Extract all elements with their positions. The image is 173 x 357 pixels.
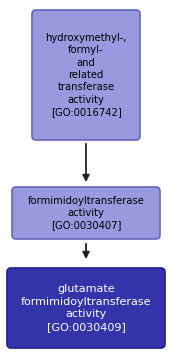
FancyBboxPatch shape [32,10,140,140]
FancyBboxPatch shape [12,187,160,239]
Text: glutamate
formimidoyltransferase
activity
[GO:0030409]: glutamate formimidoyltransferase activit… [21,285,151,332]
FancyBboxPatch shape [7,268,165,348]
Text: hydroxymethyl-,
formyl-
and
related
transferase
activity
[GO:0016742]: hydroxymethyl-, formyl- and related tran… [45,33,127,117]
Text: formimidoyltransferase
activity
[GO:0030407]: formimidoyltransferase activity [GO:0030… [28,196,144,230]
